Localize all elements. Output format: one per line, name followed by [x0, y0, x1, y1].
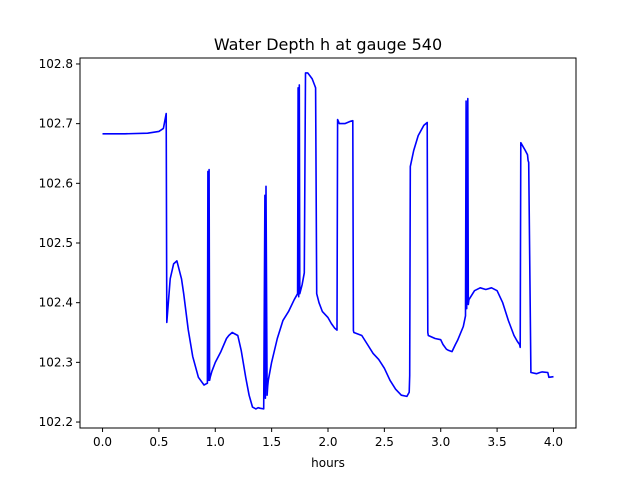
y-tick-label: 102.6	[39, 176, 73, 190]
y-tick-label: 102.8	[39, 57, 73, 71]
y-tick-label: 102.3	[39, 355, 73, 369]
x-axis: 0.0 0.5 1.0 1.5 2.0 2.5 3.0 3.5 4.0	[93, 428, 563, 449]
plot-area	[79, 57, 577, 429]
y-tick-label: 102.4	[39, 296, 73, 310]
x-axis-label: hours	[311, 456, 345, 470]
y-tick-label: 102.2	[39, 415, 73, 429]
x-tick-label: 4.0	[544, 435, 563, 449]
series-layer	[102, 72, 554, 410]
x-tick-label: 2.0	[318, 435, 337, 449]
x-tick-label: 1.0	[206, 435, 225, 449]
x-tick-label: 2.5	[375, 435, 394, 449]
x-tick-label: 0.5	[149, 435, 168, 449]
x-tick-label: 0.0	[93, 435, 112, 449]
y-tick-label: 102.7	[39, 117, 73, 131]
x-tick-label: 3.0	[431, 435, 450, 449]
x-tick-label: 1.5	[262, 435, 281, 449]
y-tick-label: 102.5	[39, 236, 73, 250]
chart-title: Water Depth h at gauge 540	[214, 35, 442, 54]
water-depth-line	[102, 72, 554, 410]
x-tick-label: 3.5	[488, 435, 507, 449]
y-axis: 102.2 102.3 102.4 102.5 102.6 102.7 102.8	[39, 57, 80, 429]
